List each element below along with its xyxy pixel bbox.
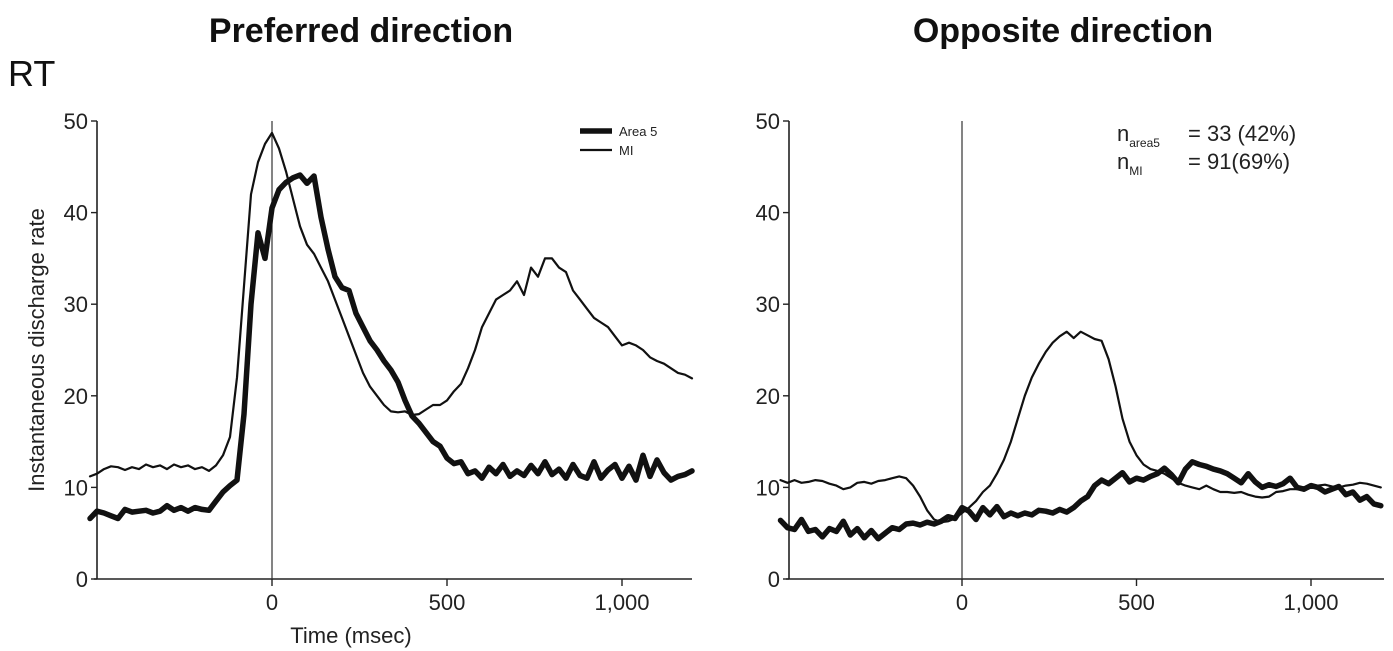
y-tick-label: 50 [756, 109, 780, 134]
chart-title: Preferred direction [209, 12, 513, 50]
annotation-n: nMI [1117, 149, 1143, 178]
x-tick-label: 500 [429, 590, 466, 615]
y-tick-label: 10 [64, 475, 88, 500]
y-tick-label: 30 [756, 292, 780, 317]
annotation-subscript: area5 [1129, 136, 1160, 150]
y-tick-label: 40 [756, 201, 780, 226]
y-tick-label: 40 [64, 201, 88, 226]
series-line-area-5 [777, 459, 1384, 542]
x-tick-label: 500 [1118, 590, 1155, 615]
x-tick-label: 0 [956, 590, 968, 615]
annotation-value: = 33 (42%) [1188, 121, 1296, 146]
legend-label: MI [619, 143, 633, 158]
x-axis-label: Time (msec) [290, 623, 411, 648]
chart-preferred-direction: Preferred direction Instantaneous discha… [24, 12, 695, 648]
series-line-mi [88, 131, 694, 478]
y-tick-label: 0 [768, 567, 780, 592]
annotation-subscript: MI [1129, 164, 1142, 178]
panel-label: RT [8, 53, 55, 94]
chart-opposite-direction: Opposite direction narea5 = 33 (42%) nMI = … [756, 12, 1384, 615]
y-tick-label: 10 [756, 475, 780, 500]
x-tick-label: 1,000 [1283, 590, 1338, 615]
y-tick-label: 20 [64, 384, 88, 409]
legend: Area 5 MI [580, 124, 657, 158]
annotation-n: narea5 [1117, 121, 1160, 150]
chart-title: Opposite direction [913, 12, 1213, 50]
sample-size-annotation: narea5 = 33 (42%) nMI = 91(69%) [1117, 121, 1296, 178]
legend-label: Area 5 [619, 124, 657, 139]
series-line-area-5 [87, 172, 695, 522]
annotation-value: = 91(69%) [1188, 149, 1290, 174]
y-axis-label: Instantaneous discharge rate [24, 208, 49, 492]
y-tick-label: 20 [756, 384, 780, 409]
y-tick-label: 0 [76, 567, 88, 592]
y-tick-label: 50 [64, 109, 88, 134]
series-line-mi [779, 330, 1382, 524]
y-tick-label: 30 [64, 292, 88, 317]
x-tick-label: 1,000 [594, 590, 649, 615]
x-tick-label: 0 [266, 590, 278, 615]
